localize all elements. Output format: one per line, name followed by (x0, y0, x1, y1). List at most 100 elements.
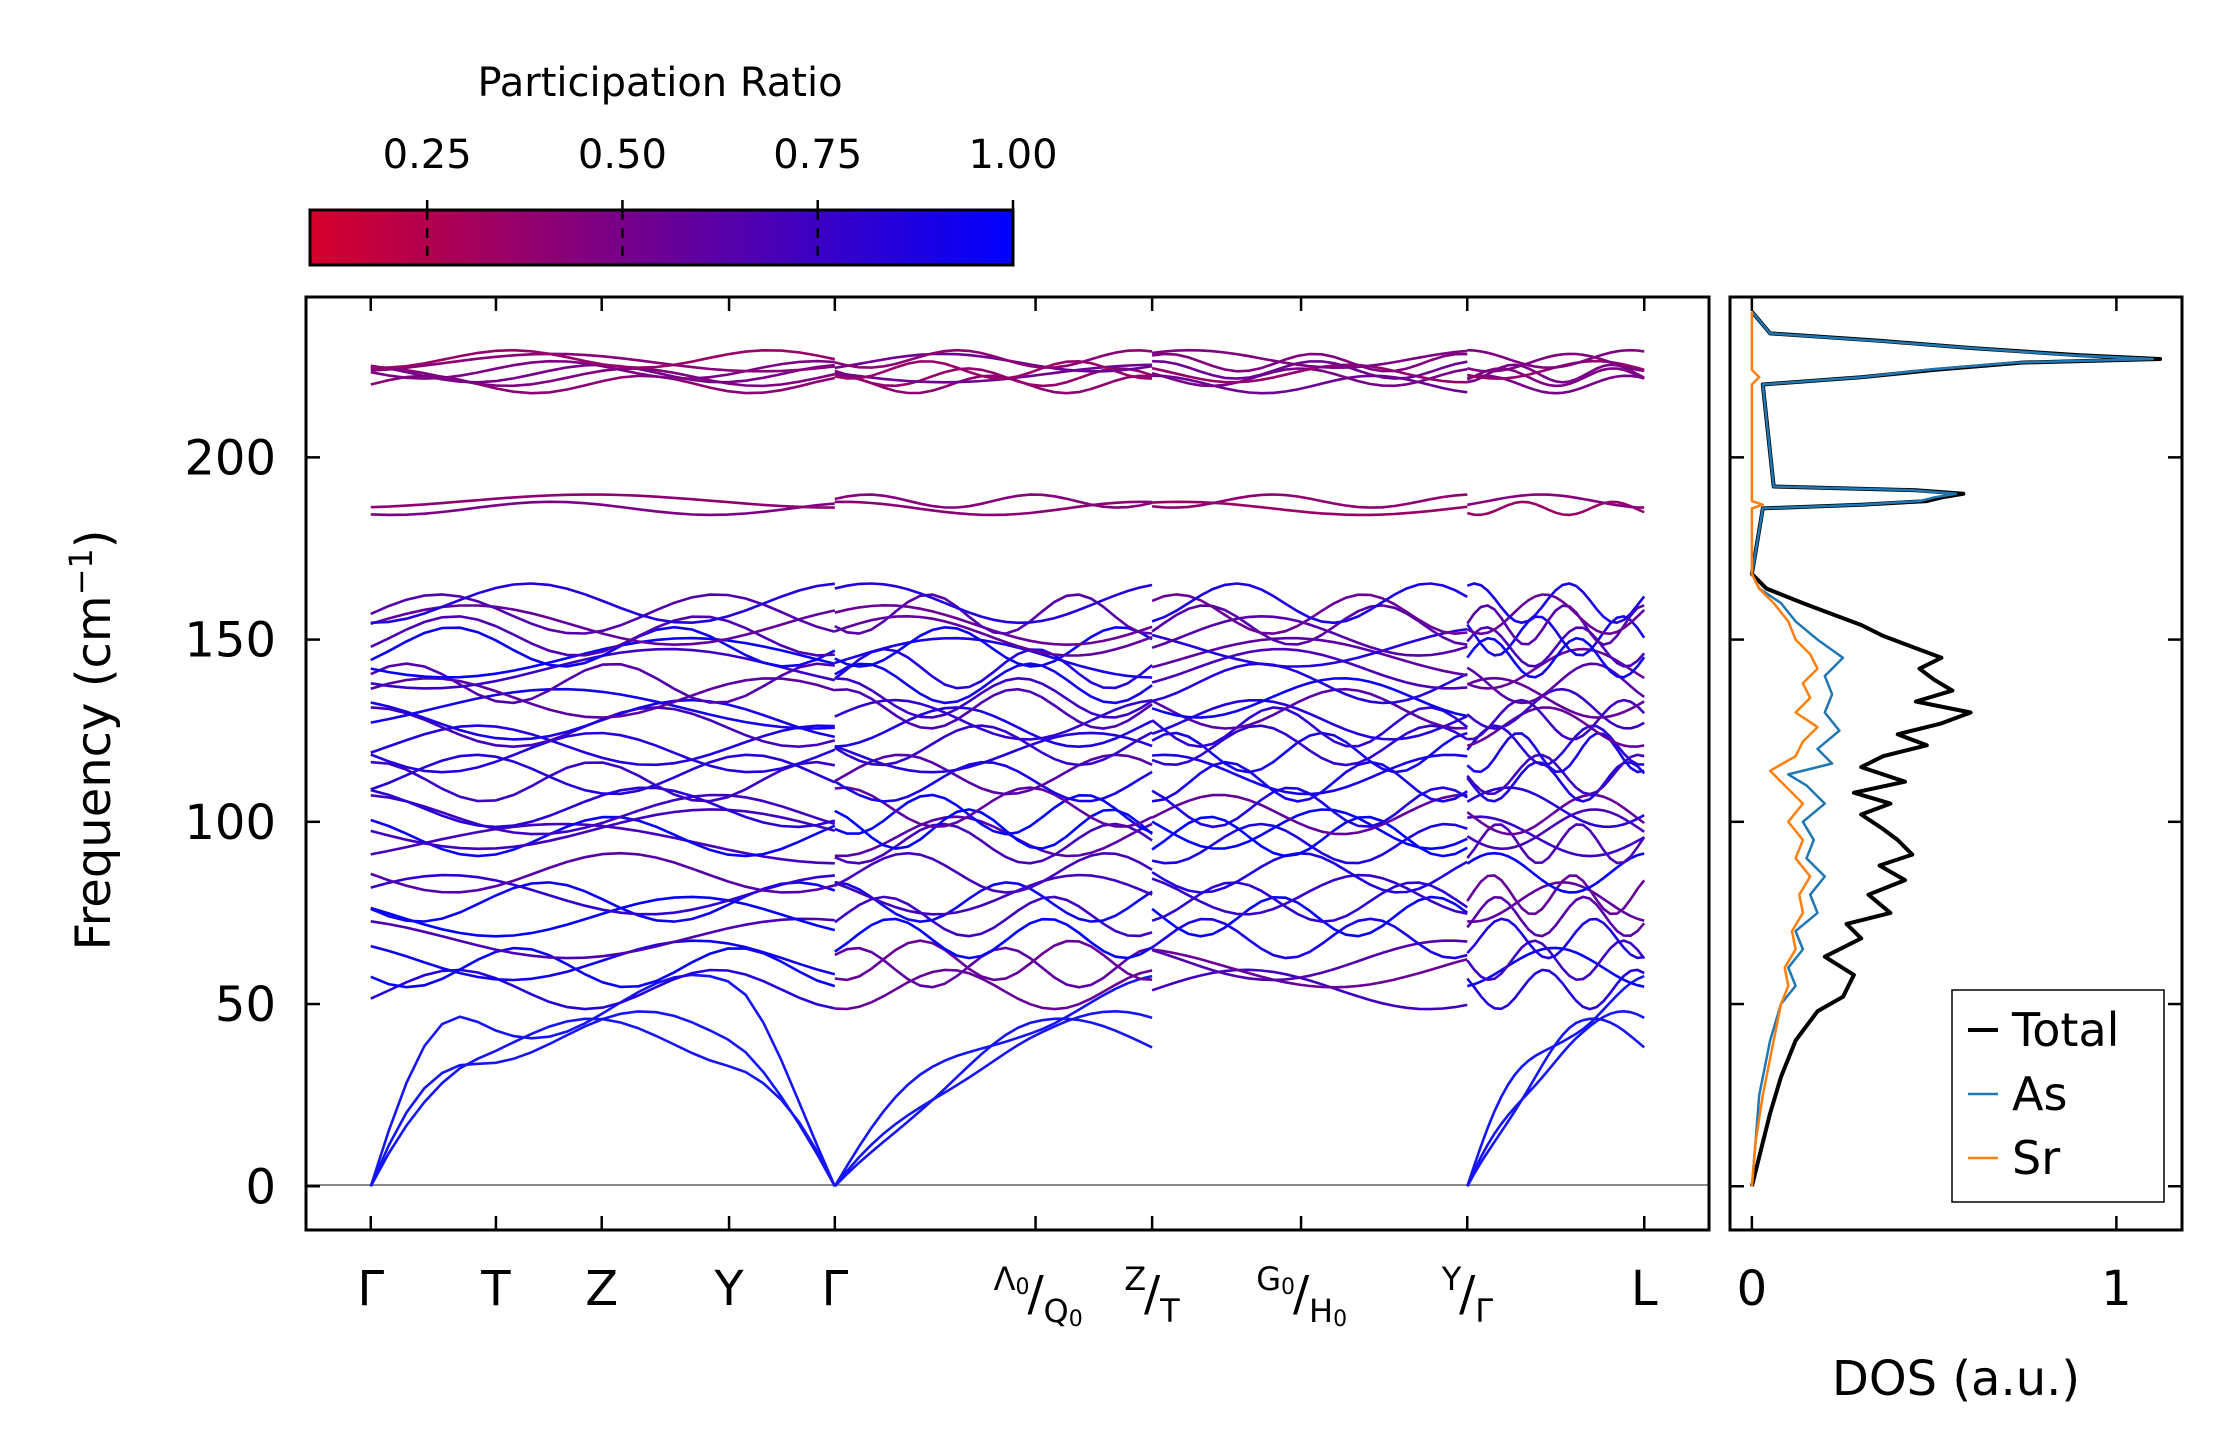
optical-branch (370, 873, 835, 916)
optical-branch (833, 647, 1153, 690)
optical-branch (834, 815, 1153, 858)
optical-branch (834, 917, 1153, 960)
colorbar-ticks: 0.25 0.50 0.75 1.00 (383, 132, 1058, 265)
optical-branch (370, 625, 836, 668)
optical-branch (370, 676, 836, 719)
optical-branch (1151, 939, 1468, 982)
optical-branch (834, 662, 1153, 705)
optical-branch (1467, 363, 1645, 384)
kpoint-label-top: Λ0 (994, 1260, 1030, 1300)
optical-branch (1466, 851, 1645, 894)
kpoint-label-bottom: Q0 (1044, 1292, 1083, 1332)
optical-branch (1467, 880, 1645, 924)
kpoint-label-split: Λ0/Q0 (994, 1260, 1083, 1332)
optical-branch (370, 939, 836, 982)
colorbar-tick-label: 0.50 (578, 132, 667, 178)
optical-branch (370, 815, 836, 858)
dos-x-tick-label: 0 (1737, 1261, 1768, 1317)
y-axis-ticks: 0 50 100 150 200 (184, 430, 320, 1215)
kpoint-label-top: Z (1124, 1260, 1146, 1298)
legend-label-as: As (2012, 1067, 2067, 1121)
dos-series-as (1750, 310, 2155, 1187)
optical-branch (370, 753, 836, 796)
optical-branch (1152, 500, 1468, 517)
optical-branch (1467, 815, 1645, 858)
optical-branch (1151, 948, 1468, 989)
optical-branch (834, 500, 1153, 517)
y-axis-label-sup: −1 (62, 548, 100, 595)
dos-legend: Total As Sr (1951, 989, 2165, 1203)
optical-branch (1151, 493, 1468, 509)
optical-branch (1151, 808, 1468, 851)
optical-branch (1151, 636, 1468, 677)
optical-branch (834, 625, 1153, 668)
colorbar-title: Participation Ratio (477, 60, 842, 106)
optical-branch (1466, 687, 1645, 730)
optical-branch (834, 603, 1153, 647)
optical-branch (370, 786, 836, 829)
optical-branch (1151, 851, 1468, 894)
colorbar-tick-label: 1.00 (968, 132, 1057, 178)
optical-branch (1466, 662, 1645, 705)
dos-curves (1749, 310, 2163, 1187)
kpoint-label-top: G0 (1256, 1260, 1295, 1300)
optical-branch (1152, 374, 1468, 395)
kpoint-label-bottom: H0 (1309, 1292, 1347, 1332)
optical-branch (834, 724, 1153, 767)
optical-branch (1151, 582, 1468, 625)
legend-label-total: Total (2011, 1003, 2119, 1057)
acoustic-branch (369, 1010, 836, 1187)
optical-branch (1151, 815, 1468, 858)
optical-branch (1151, 731, 1468, 774)
optical-branch (370, 706, 836, 749)
dos-x-axis-label: DOS (a.u.) (1832, 1351, 2080, 1407)
legend-label-sr: Sr (2012, 1131, 2060, 1185)
optical-branch (1151, 662, 1468, 705)
optical-branch (834, 968, 1153, 1011)
y-tick-label: 200 (184, 430, 276, 486)
optical-branch (1151, 724, 1468, 767)
optical-branch (1467, 348, 1645, 370)
optical-branch (1466, 582, 1646, 625)
optical-branch (1466, 939, 1646, 982)
optical-branch (370, 851, 836, 894)
kpoint-label: T (480, 1261, 511, 1317)
kpoint-label-top: Y (1441, 1260, 1462, 1298)
y-axis-label-close: ) (66, 529, 122, 548)
optical-branch (1467, 374, 1645, 395)
optical-branch (1466, 731, 1645, 774)
colorbar: Participation Ratio 0.25 0.50 0.75 1.00 (308, 60, 1058, 267)
optical-branch (834, 363, 1153, 384)
colorbar-tick-label: 0.75 (773, 132, 862, 178)
optical-branch (370, 582, 835, 625)
optical-branch (834, 687, 1153, 730)
acoustic-branch (369, 973, 836, 1187)
optical-branch (1466, 625, 1646, 668)
optical-branch (1466, 636, 1646, 679)
optical-branch (834, 939, 1153, 982)
optical-branch (370, 793, 836, 836)
optical-branch (834, 593, 1153, 635)
optical-branch (834, 374, 1153, 395)
acoustic-branch (833, 1017, 1153, 1188)
kpoint-label-split: Z/T (1124, 1260, 1180, 1330)
optical-branch (1151, 352, 1468, 373)
optical-branch (1466, 760, 1646, 803)
optical-branch (370, 636, 836, 679)
optical-branch (370, 493, 835, 509)
y-tick-label: 100 (184, 795, 276, 851)
optical-branch (1151, 604, 1468, 646)
optical-branch (370, 500, 835, 517)
kpoint-label-bottom-sub: 0 (1333, 1307, 1347, 1332)
optical-branch (1151, 614, 1468, 657)
optical-branch (1151, 917, 1468, 960)
optical-branch (1151, 706, 1469, 749)
kpoint-label: Γ (357, 1261, 384, 1317)
phonon-bands (369, 348, 1646, 1188)
optical-branch (1466, 895, 1646, 938)
kpoint-label: Γ (821, 1261, 848, 1317)
optical-branch (1151, 348, 1468, 370)
